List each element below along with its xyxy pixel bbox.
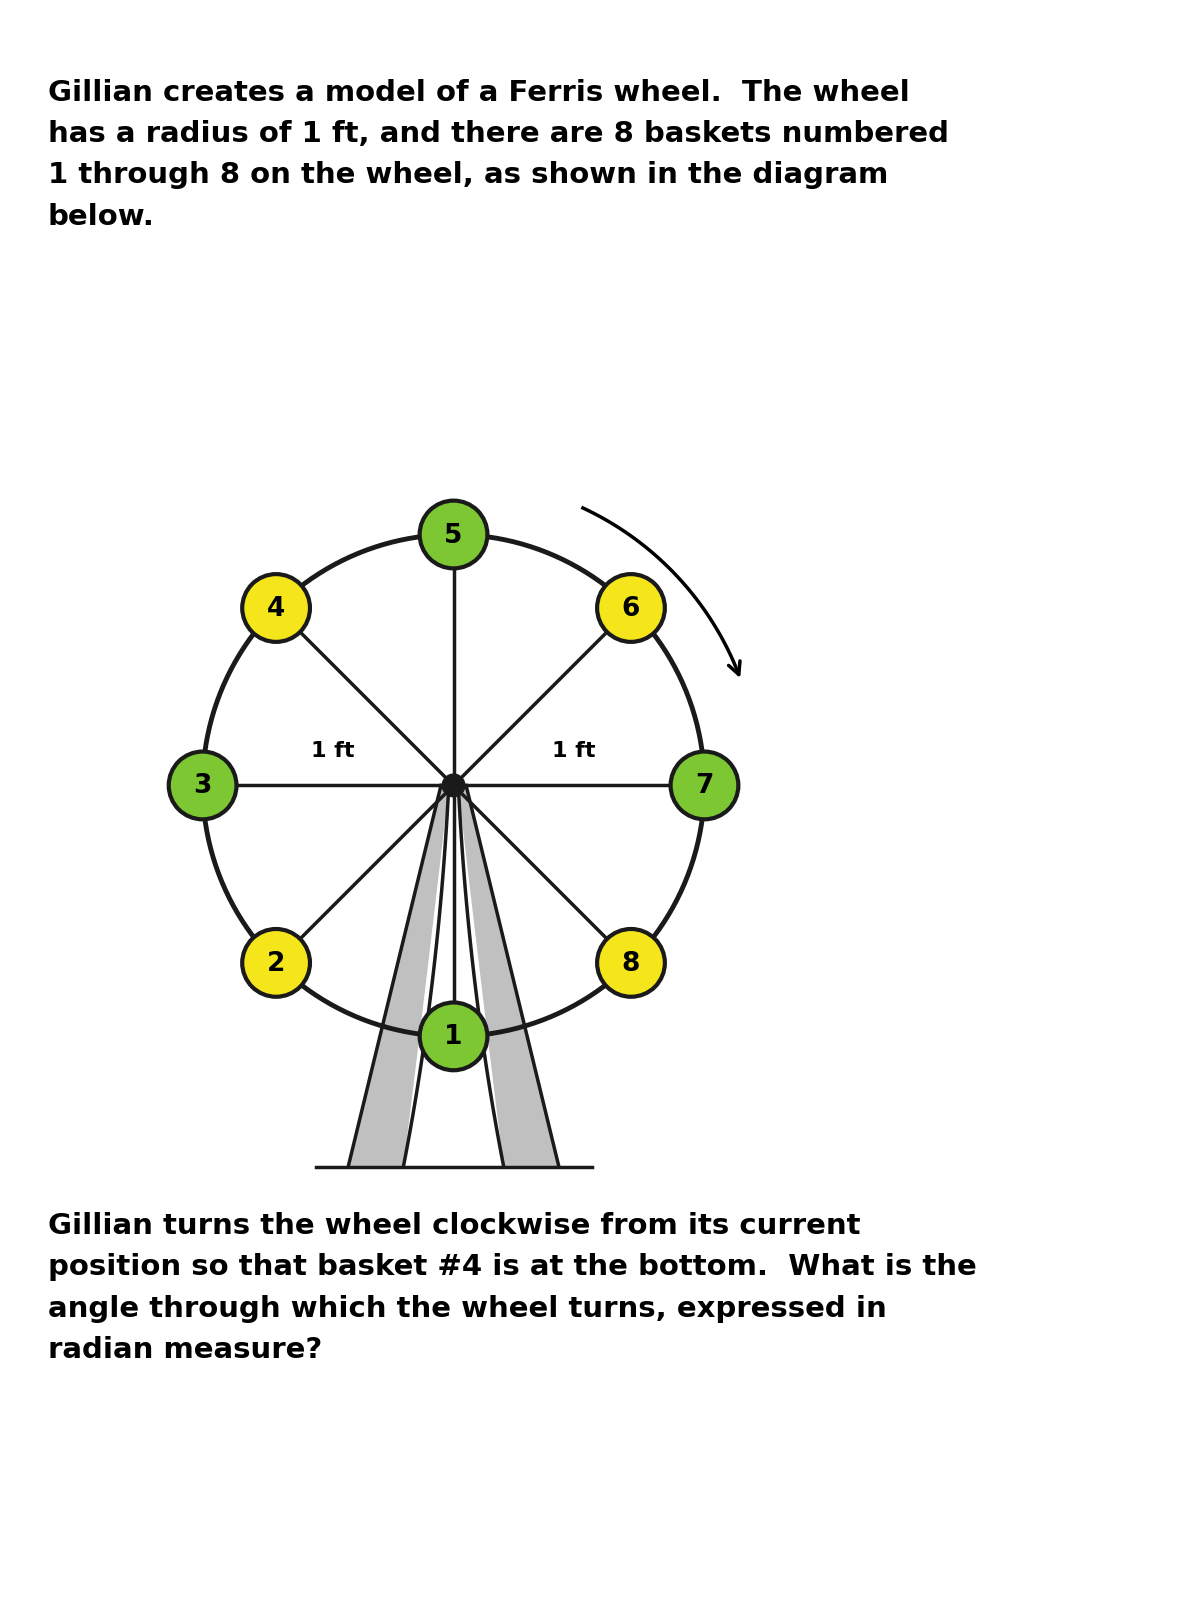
Text: 1 ft: 1 ft (552, 742, 595, 761)
Circle shape (598, 575, 665, 642)
Text: 6: 6 (622, 595, 640, 621)
Text: Gillian turns the wheel clockwise from its current
position so that basket #4 is: Gillian turns the wheel clockwise from i… (48, 1212, 977, 1363)
Text: 7: 7 (695, 774, 714, 799)
Circle shape (598, 929, 665, 997)
Text: 3: 3 (193, 774, 211, 799)
Text: 5: 5 (444, 522, 463, 549)
Text: 1 ft: 1 ft (311, 742, 355, 761)
Circle shape (242, 929, 310, 997)
Text: 4: 4 (266, 595, 286, 621)
Circle shape (242, 575, 310, 642)
Circle shape (420, 501, 487, 570)
Circle shape (671, 753, 738, 820)
Text: 8: 8 (622, 950, 640, 976)
Text: Gillian creates a model of a Ferris wheel.  The wheel
has a radius of 1 ft, and : Gillian creates a model of a Ferris whee… (48, 79, 949, 231)
Text: 1: 1 (444, 1024, 463, 1050)
Polygon shape (348, 786, 449, 1167)
Circle shape (443, 775, 464, 798)
Text: 2: 2 (266, 950, 286, 976)
Polygon shape (458, 786, 559, 1167)
Circle shape (169, 753, 236, 820)
Circle shape (420, 1003, 487, 1071)
